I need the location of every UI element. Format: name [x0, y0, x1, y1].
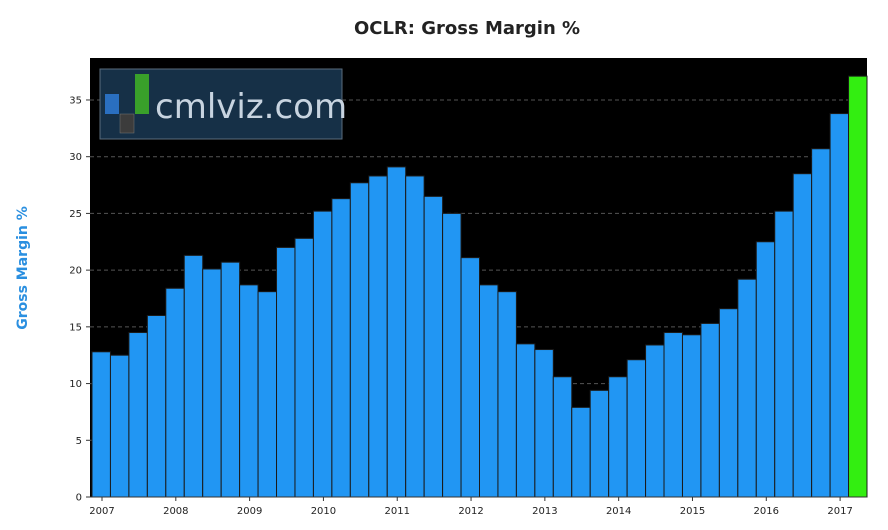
bar: [331, 198, 351, 498]
x-tick-labels: 2007 2008 2009 2010 2011 2012 2013 2014 2015 2016…: [89, 496, 867, 517]
bar: [534, 349, 554, 498]
bar: [718, 308, 739, 498]
x-tick-label: 2012: [458, 506, 483, 517]
x-tick-label: 2008: [163, 506, 188, 517]
x-tick-label: 2017: [827, 506, 852, 517]
y-tick-label: 20: [69, 266, 82, 277]
bar: [239, 284, 259, 498]
y-tick-label: 35: [69, 95, 82, 106]
bar: [276, 246, 296, 498]
x-tick-label: 2016: [754, 506, 779, 517]
x-tick-label: 2010: [311, 506, 336, 517]
bar: [755, 241, 776, 498]
bar: [183, 254, 204, 498]
bar: [368, 175, 388, 498]
bar: [811, 148, 831, 498]
bar: [460, 257, 480, 498]
bars: [91, 75, 868, 498]
x-tick-label: 2015: [680, 506, 705, 517]
bar: [442, 212, 462, 498]
bar: [515, 343, 536, 498]
y-tick-label: 0: [76, 493, 82, 504]
bar: [645, 344, 665, 498]
bar: [312, 210, 333, 498]
bar: [146, 315, 167, 498]
y-tick-labels: 0 5 10 15 20 25 30 35: [69, 95, 90, 504]
x-tick-label: 2013: [532, 506, 557, 517]
bar: [128, 332, 148, 498]
bar: [829, 113, 850, 498]
bar: [386, 166, 407, 498]
bar: [165, 287, 185, 498]
x-tick-label: 2011: [385, 506, 410, 517]
bar: [626, 359, 647, 498]
x-tick-label: 2009: [237, 506, 262, 517]
bar: [423, 195, 444, 498]
x-tick-label: 2014: [606, 506, 631, 517]
bar: [202, 268, 222, 498]
bar: [774, 210, 794, 498]
bar: [663, 332, 683, 498]
bar: [589, 389, 610, 498]
y-tick-label: 10: [69, 379, 82, 390]
bar: [552, 376, 573, 498]
bar: [571, 406, 591, 498]
bar: [91, 351, 111, 498]
y-tick-label: 30: [69, 152, 82, 163]
watermark-text: cmlviz.com: [155, 87, 347, 127]
y-tick-label: 15: [69, 322, 82, 333]
bar: [700, 322, 720, 498]
watermark-logo: cmlviz.com: [99, 68, 347, 140]
bar: [294, 237, 314, 498]
bar-highlight: [848, 75, 868, 498]
y-tick-label: 25: [69, 209, 82, 220]
bar: [405, 175, 425, 498]
bar: [349, 182, 370, 498]
bar: [109, 354, 130, 498]
bar: [608, 376, 628, 498]
bar: [220, 261, 241, 498]
bar: [681, 334, 702, 498]
bar: [792, 173, 813, 498]
y-tick-label: 5: [76, 436, 82, 447]
chart-title: OCLR: Gross Margin %: [354, 18, 580, 39]
y-axis-label: Gross Margin %: [15, 206, 31, 330]
bar: [737, 278, 757, 498]
bar: [497, 291, 517, 498]
bar: [479, 284, 499, 498]
bar: [257, 291, 278, 498]
x-tick-label: 2007: [89, 506, 114, 517]
